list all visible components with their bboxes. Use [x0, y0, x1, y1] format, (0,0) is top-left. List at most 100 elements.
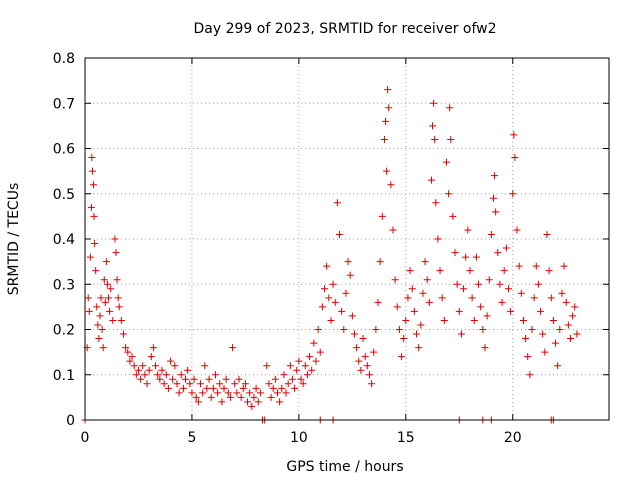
data-point [301, 362, 309, 370]
data-point [327, 316, 335, 324]
data-point [233, 389, 241, 397]
data-point [321, 285, 329, 293]
data-point [192, 393, 200, 401]
data-point [384, 86, 392, 94]
data-point [276, 398, 284, 406]
data-point [124, 348, 132, 356]
data-point [350, 330, 358, 338]
data-point [398, 353, 406, 361]
data-point [457, 330, 465, 338]
data-point [220, 384, 228, 392]
data-point [237, 393, 245, 401]
data-point [528, 326, 536, 333]
data-point [216, 380, 224, 388]
data-point [90, 181, 98, 189]
data-point [250, 393, 258, 401]
data-point [421, 258, 429, 266]
data-point [500, 267, 508, 275]
data-point [381, 117, 389, 125]
data-point [492, 208, 500, 216]
data-point [368, 380, 376, 388]
data-point [545, 267, 553, 275]
data-point [408, 285, 416, 293]
data-point [530, 294, 538, 302]
data-point [203, 384, 211, 392]
data-point [271, 375, 279, 383]
data-point [511, 154, 519, 162]
data-point [93, 303, 101, 311]
data-point [152, 362, 160, 370]
data-point [205, 375, 213, 383]
data-point [415, 344, 423, 352]
data-point [427, 176, 435, 184]
data-point [244, 398, 252, 406]
y-tick-label: 0.1 [53, 368, 75, 384]
data-point [246, 389, 254, 397]
data-point [385, 104, 393, 112]
data-point [556, 326, 564, 333]
data-point [370, 348, 378, 356]
data-point [539, 330, 547, 338]
data-point [376, 258, 384, 266]
y-tick-label: 0.3 [53, 277, 75, 293]
data-point [481, 344, 489, 352]
data-point [442, 158, 450, 166]
data-point [199, 389, 207, 397]
data-point [179, 384, 187, 392]
data-point [99, 344, 107, 352]
data-point [98, 326, 106, 333]
data-point [470, 316, 478, 324]
data-point [101, 298, 109, 306]
data-point [299, 380, 307, 388]
data-point [182, 375, 190, 383]
data-point [239, 384, 247, 392]
data-point [372, 326, 380, 333]
data-point [139, 362, 147, 370]
data-point [562, 298, 570, 306]
data-point [267, 393, 275, 401]
data-point [207, 393, 215, 401]
data-point [107, 285, 115, 293]
data-point [149, 344, 157, 352]
data-point [209, 384, 217, 392]
data-point [196, 380, 204, 388]
data-point [156, 375, 164, 383]
grid-layer [85, 58, 609, 420]
data-point [254, 398, 262, 406]
data-point [331, 298, 339, 306]
data-point [291, 384, 299, 392]
data-point [393, 303, 401, 311]
data-point [513, 226, 521, 234]
data-point [94, 321, 102, 329]
data-point [483, 312, 491, 320]
x-tick-label: 10 [290, 430, 308, 446]
data-point [509, 190, 517, 198]
data-point [226, 393, 234, 401]
data-point [342, 289, 350, 297]
data-point [92, 267, 100, 275]
data-point [288, 375, 296, 383]
data-point [310, 339, 318, 347]
data-point [380, 135, 388, 143]
data-point [114, 294, 122, 302]
data-point [479, 326, 487, 333]
data-point [453, 280, 461, 288]
x-tick-label: 15 [397, 430, 415, 446]
data-point [218, 398, 226, 406]
data-point [280, 371, 288, 379]
data-point [363, 362, 371, 370]
data-point [282, 389, 290, 397]
data-point [132, 371, 140, 379]
x-axis-label: GPS time / hours [286, 459, 403, 475]
data-point [432, 199, 440, 207]
data-point [552, 339, 560, 347]
data-point [485, 276, 493, 284]
data-point [410, 307, 418, 315]
data-point [308, 366, 316, 374]
data-point [429, 122, 437, 130]
data-point [265, 380, 273, 388]
data-point [95, 335, 103, 343]
data-point [86, 253, 94, 261]
plot-frame [84, 57, 610, 421]
